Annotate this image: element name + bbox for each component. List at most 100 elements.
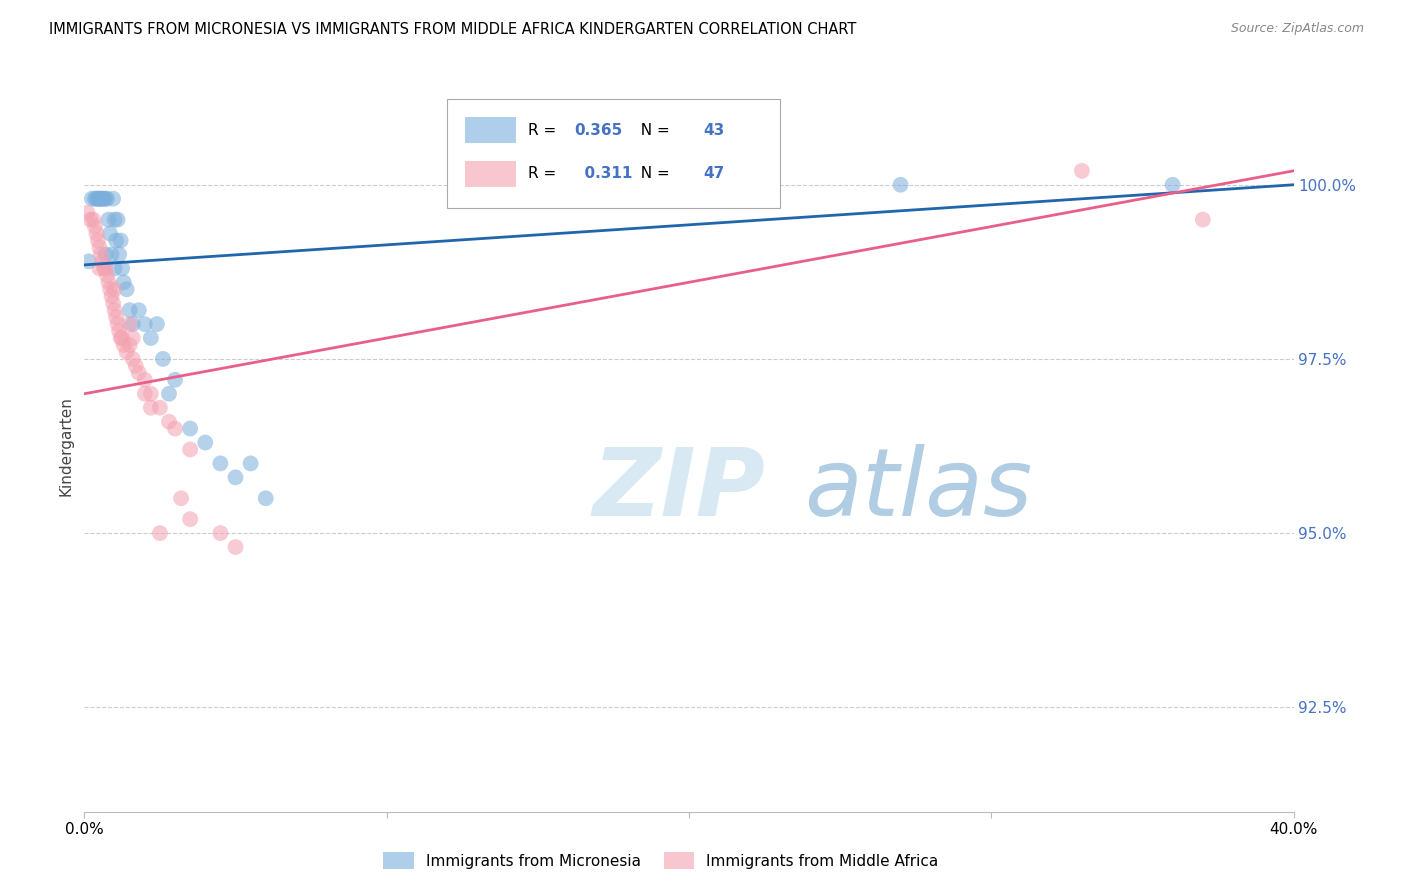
Point (87, 234, 110, 248)
Point (1192, 212, 1215, 227)
Point (179, 512, 201, 526)
Point (165, 421, 187, 435)
Text: 47: 47 (703, 167, 724, 181)
FancyBboxPatch shape (465, 161, 516, 187)
Point (96, 192, 118, 206)
Point (97, 212, 120, 227)
Point (96, 268, 118, 283)
Point (107, 212, 129, 227)
Point (194, 435, 217, 450)
Point (89, 240, 111, 254)
Point (134, 386, 156, 401)
Point (225, 470, 247, 484)
Point (108, 324, 131, 338)
Point (170, 491, 193, 506)
Point (105, 310, 128, 325)
Point (100, 247, 122, 261)
Point (121, 351, 143, 366)
Point (82, 212, 104, 227)
Point (118, 303, 141, 318)
Point (134, 373, 156, 387)
Point (239, 457, 262, 471)
Point (101, 296, 124, 310)
Point (97, 275, 120, 289)
Legend: Immigrants from Micronesia, Immigrants from Middle Africa: Immigrants from Micronesia, Immigrants f… (377, 846, 945, 875)
Point (1161, 178, 1184, 192)
Y-axis label: Kindergarten: Kindergarten (58, 396, 73, 496)
Point (90, 247, 112, 261)
Point (79, 212, 101, 227)
Point (77, 254, 100, 268)
Point (149, 401, 172, 415)
Point (104, 282, 127, 296)
Point (87, 192, 110, 206)
Point (149, 526, 172, 541)
Point (157, 386, 180, 401)
Point (1071, 164, 1094, 178)
Point (139, 386, 162, 401)
Point (209, 457, 232, 471)
Text: 0.311: 0.311 (574, 167, 633, 181)
Point (152, 351, 174, 366)
Point (108, 247, 131, 261)
Point (100, 289, 122, 303)
Text: 0.365: 0.365 (574, 122, 623, 137)
Point (104, 261, 127, 276)
Point (179, 442, 201, 457)
Text: ZIP: ZIP (592, 444, 765, 536)
Point (179, 421, 201, 435)
Point (89, 192, 111, 206)
Point (89, 261, 111, 276)
Text: N =: N = (631, 167, 675, 181)
Text: R =: R = (529, 122, 561, 137)
Point (80, 192, 103, 206)
Text: N =: N = (631, 122, 675, 137)
Point (104, 303, 127, 318)
Point (89, 192, 111, 206)
Point (110, 234, 132, 248)
Point (139, 331, 162, 345)
Point (121, 317, 143, 331)
Point (86, 192, 108, 206)
Point (76, 205, 98, 219)
Point (254, 491, 277, 506)
Point (165, 373, 187, 387)
Point (107, 317, 129, 331)
Point (98, 227, 121, 241)
Point (91, 254, 114, 268)
Text: R =: R = (529, 167, 561, 181)
Text: 43: 43 (703, 122, 724, 137)
Point (125, 359, 148, 373)
Point (110, 331, 132, 345)
Point (118, 317, 141, 331)
Point (112, 275, 135, 289)
Point (115, 345, 138, 359)
Point (209, 526, 232, 541)
Point (91, 192, 114, 206)
FancyBboxPatch shape (447, 99, 780, 209)
Point (94, 192, 117, 206)
Point (93, 261, 115, 276)
FancyBboxPatch shape (465, 117, 516, 144)
Point (94, 247, 117, 261)
Point (98, 282, 121, 296)
Point (94, 261, 117, 276)
Point (139, 401, 162, 415)
Point (134, 317, 156, 331)
Text: Source: ZipAtlas.com: Source: ZipAtlas.com (1230, 22, 1364, 36)
Point (86, 227, 108, 241)
Point (890, 178, 912, 192)
Point (146, 317, 169, 331)
Point (93, 192, 115, 206)
Point (225, 540, 247, 554)
Point (90, 192, 112, 206)
Text: IMMIGRANTS FROM MICRONESIA VS IMMIGRANTS FROM MIDDLE AFRICA KINDERGARTEN CORRELA: IMMIGRANTS FROM MICRONESIA VS IMMIGRANTS… (49, 22, 856, 37)
Point (84, 219, 107, 234)
Text: atlas: atlas (804, 444, 1032, 535)
Point (112, 338, 135, 352)
Point (84, 192, 107, 206)
Point (115, 282, 138, 296)
Point (157, 415, 180, 429)
Point (111, 261, 134, 276)
Point (105, 234, 128, 248)
